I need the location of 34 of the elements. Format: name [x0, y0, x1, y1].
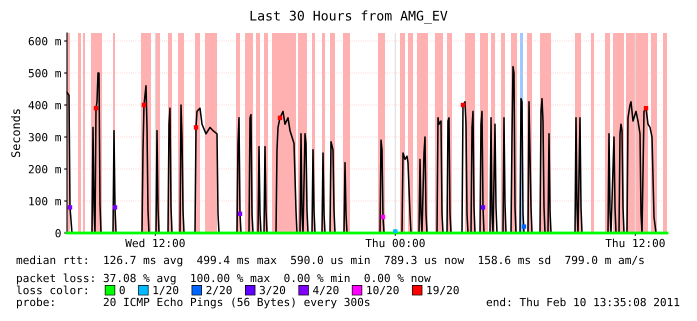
x-tick-label: Wed 12:00: [125, 238, 185, 248]
x-tick-label: Thu 12:00: [605, 238, 665, 248]
point: [644, 106, 648, 110]
point: [522, 224, 526, 229]
legend-title: loss color:: [16, 286, 87, 294]
point: [278, 116, 282, 120]
y-tick-label: 400 m: [28, 101, 61, 110]
legend-label: 2/20: [206, 286, 232, 296]
y-tick-label: 500 m: [28, 69, 61, 78]
point: [238, 212, 242, 216]
x-tick-label: Thu 00:00: [365, 238, 425, 248]
text: packet loss: 37.08 % avg 100.00 % max 0.00 % min 0.00 % now: [17, 274, 431, 284]
text: probe: 20 ICMP Echo Pings (56 Bytes) every 300s: [17, 298, 370, 308]
legend-label: 1/20: [154, 286, 178, 296]
y-tick-label: 100 m: [29, 197, 61, 206]
legend-label: 0: [120, 286, 125, 294]
y-tick-label: 0: [55, 229, 61, 238]
point: [94, 106, 98, 110]
legend-label: 10/20: [367, 286, 399, 296]
point: [393, 229, 398, 233]
point: [68, 205, 72, 210]
point: [480, 205, 486, 210]
text: median rtt: 126.7 ms avg 499.4 ms max 590.0 us min 789.3 us now 158.6 ms sd 799.0 m am/s: [16, 256, 644, 266]
y-tick-label: 300 m: [28, 133, 61, 142]
point: [112, 205, 118, 210]
y-tick-label: 600 m: [28, 37, 61, 46]
chart-title: Last 30 Hours from AMG_EV: [250, 10, 448, 24]
text: end: Thu Feb 10 13:35:08 2011: [486, 298, 680, 306]
legend-label: 4/20: [313, 286, 339, 296]
y-axis-title: Seconds: [11, 109, 20, 158]
legend-label: 3/20: [260, 286, 286, 296]
y-tick-label: 200 m: [28, 165, 61, 174]
legend-label: 19/20: [427, 286, 459, 296]
point: [194, 125, 198, 130]
